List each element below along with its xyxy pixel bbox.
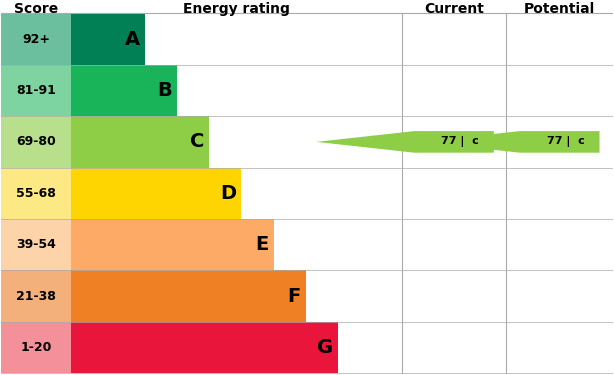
Text: 69-80: 69-80 — [16, 135, 56, 148]
Text: B: B — [158, 81, 173, 100]
Text: 1-20: 1-20 — [20, 341, 52, 354]
Bar — [1, 116, 209, 168]
Text: 39-54: 39-54 — [16, 238, 56, 251]
Bar — [1, 219, 274, 270]
Bar — [1, 65, 71, 116]
Text: Score: Score — [14, 2, 58, 16]
Text: 81-91: 81-91 — [16, 84, 56, 97]
Polygon shape — [422, 131, 599, 153]
Text: E: E — [255, 235, 269, 254]
Text: F: F — [287, 286, 301, 306]
Bar — [1, 116, 71, 168]
Bar — [1, 13, 145, 65]
Bar — [1, 168, 71, 219]
Text: A: A — [125, 30, 140, 48]
Text: 21-38: 21-38 — [16, 290, 56, 303]
Bar — [1, 270, 306, 322]
Text: Current: Current — [424, 2, 484, 16]
Bar — [1, 322, 338, 373]
Bar — [1, 168, 241, 219]
Text: C: C — [190, 132, 204, 152]
Bar — [1, 219, 71, 270]
Bar — [1, 270, 71, 322]
Bar — [1, 13, 71, 65]
Text: D: D — [220, 184, 236, 203]
Text: Potential: Potential — [524, 2, 596, 16]
Text: 77 |  c: 77 | c — [547, 136, 585, 147]
Polygon shape — [316, 131, 494, 153]
Text: G: G — [317, 338, 333, 357]
Text: 55-68: 55-68 — [16, 187, 56, 200]
Bar — [1, 322, 71, 373]
Text: Energy rating: Energy rating — [183, 2, 290, 16]
Bar — [1, 65, 177, 116]
Text: 92+: 92+ — [22, 33, 50, 45]
Text: 77 |  c: 77 | c — [441, 136, 479, 147]
